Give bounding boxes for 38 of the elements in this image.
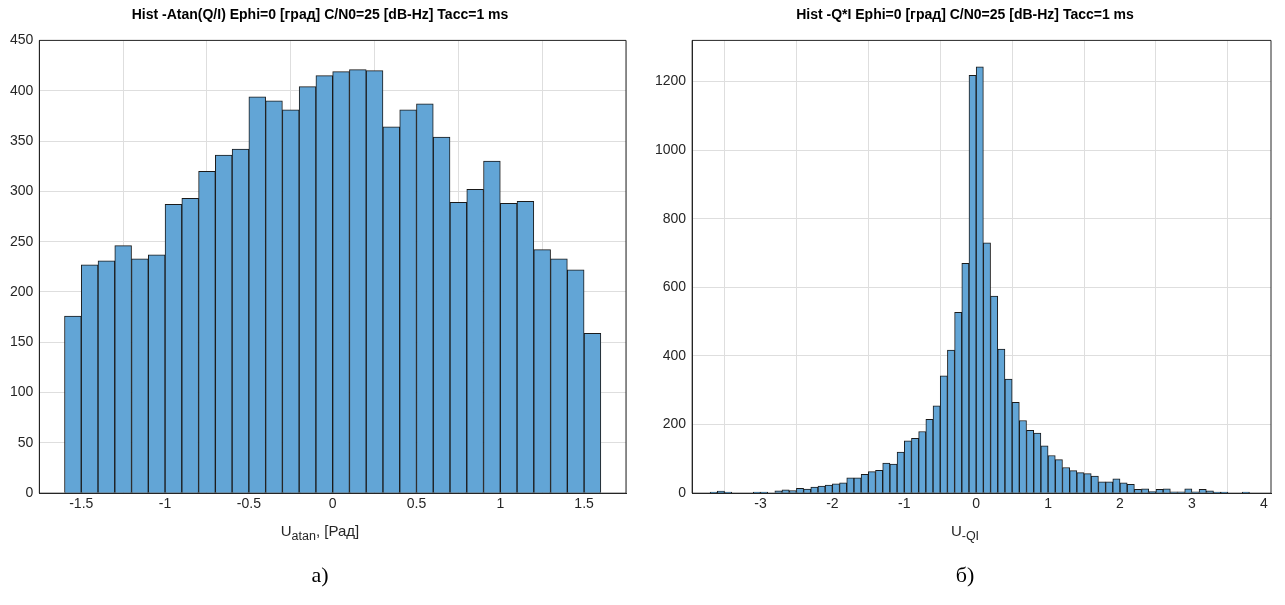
x-tick-label: 0	[328, 495, 337, 512]
x-tick-label: 1	[1044, 495, 1053, 512]
y-tick-label: 600	[662, 278, 687, 295]
chart-title: Hist -Q*I Ephi=0 [град] C/N0=25 [dB-Hz] Tacc=1 ms	[795, 6, 1135, 22]
x-tick-label: 3	[1188, 495, 1196, 512]
x-tick-label: -1	[898, 495, 911, 512]
y-tick-label: 50	[17, 433, 34, 450]
y-tick-label: 300	[10, 182, 34, 199]
x-tick-label: 4	[1259, 495, 1268, 512]
y-tick-label: 400	[662, 346, 687, 363]
y-tick-label: 0	[25, 484, 34, 501]
y-tick-label: 400	[10, 81, 34, 98]
text: б)	[954, 562, 976, 588]
x-tick-label: -0.5	[236, 495, 262, 512]
x-tick-label: -1	[158, 495, 172, 512]
x-tick-label: 0.5	[406, 495, 427, 512]
y-tick-label: 1000	[654, 141, 687, 158]
chart-title: Hist -Atan(Q/I) Ephi=0 [град] C/N0=25 [dB-Hz] Tacc=1 ms	[130, 6, 510, 22]
y-tick-label: 100	[10, 383, 34, 400]
y-tick-label: 450	[10, 31, 34, 48]
x-tick-label: 1.5	[574, 495, 595, 512]
x-tick-label: -2	[826, 495, 839, 512]
y-tick-label: 150	[10, 333, 34, 350]
x-tick-label: 2	[1116, 495, 1125, 512]
x-tick-label: 0	[972, 495, 981, 512]
y-tick-label: 350	[10, 131, 34, 148]
y-tick-label: 200	[10, 282, 34, 299]
x-tick-label: 1	[496, 495, 505, 512]
x-tick-label: -1.5	[69, 495, 94, 512]
y-tick-label: 200	[662, 415, 687, 432]
y-tick-label: 0	[678, 484, 687, 501]
x-tick-label: -3	[754, 495, 767, 512]
text: а)	[310, 562, 330, 588]
x-axis-title: U$_{-QI}$	[949, 522, 981, 543]
y-tick-label: 1200	[654, 72, 687, 89]
x-axis-title: U$_{atan}$, [Рад]	[279, 522, 361, 543]
y-tick-label: 250	[10, 232, 34, 249]
y-tick-label: 800	[662, 209, 687, 226]
